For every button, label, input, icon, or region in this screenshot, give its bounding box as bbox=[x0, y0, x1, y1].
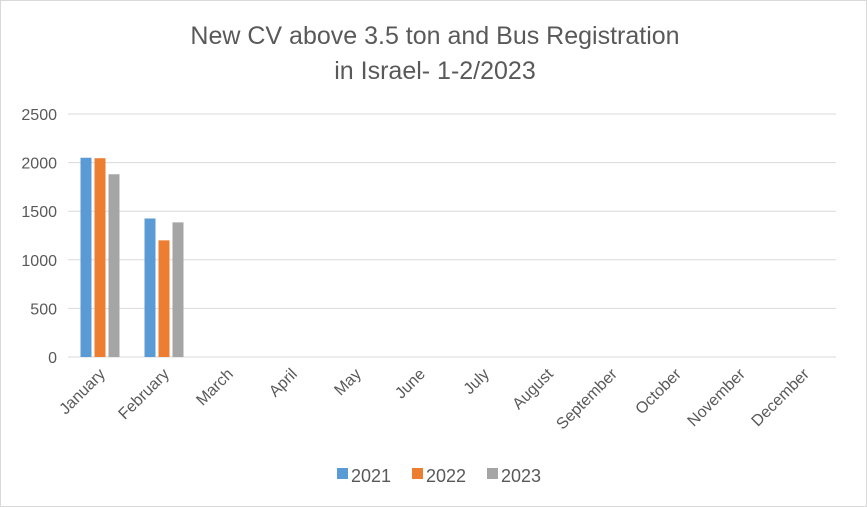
y-tick-label: 0 bbox=[48, 350, 57, 367]
x-tick-label: November bbox=[685, 365, 750, 430]
legend-label: 2022 bbox=[426, 466, 466, 486]
x-tick-label: March bbox=[193, 366, 236, 409]
y-tick-label: 1000 bbox=[21, 253, 57, 270]
legend-swatch-2022 bbox=[412, 468, 423, 479]
bar-2023-february bbox=[172, 222, 184, 357]
x-tick-label: June bbox=[392, 366, 429, 403]
y-tick-label: 2000 bbox=[21, 156, 57, 173]
y-tick-label: 500 bbox=[30, 301, 57, 318]
bar-2023-january bbox=[108, 174, 120, 357]
legend-swatch-2023 bbox=[487, 468, 498, 479]
x-tick-label: August bbox=[510, 365, 558, 413]
x-tick-label: January bbox=[57, 366, 109, 418]
x-tick-label: February bbox=[116, 366, 173, 423]
x-tick-label: September bbox=[553, 365, 621, 433]
legend-swatch-2021 bbox=[337, 468, 348, 479]
x-tick-label: April bbox=[266, 366, 301, 401]
legend-label: 2023 bbox=[501, 466, 541, 486]
y-tick-label: 2500 bbox=[21, 107, 57, 124]
bar-2021-january bbox=[80, 157, 92, 357]
chart-title-line-1: New CV above 3.5 ton and Bus Registratio… bbox=[190, 22, 679, 50]
bar-2022-january bbox=[94, 158, 106, 357]
bar-2022-february bbox=[158, 240, 170, 357]
chart-title-line-2: in Israel- 1-2/2023 bbox=[334, 57, 536, 85]
bar-2021-february bbox=[144, 218, 156, 357]
legend-label: 2021 bbox=[351, 466, 391, 486]
x-tick-label: July bbox=[461, 366, 493, 398]
x-tick-label: October bbox=[633, 365, 686, 418]
x-tick-label: December bbox=[749, 365, 814, 430]
y-tick-label: 1500 bbox=[21, 204, 57, 221]
x-tick-label: May bbox=[331, 366, 364, 399]
